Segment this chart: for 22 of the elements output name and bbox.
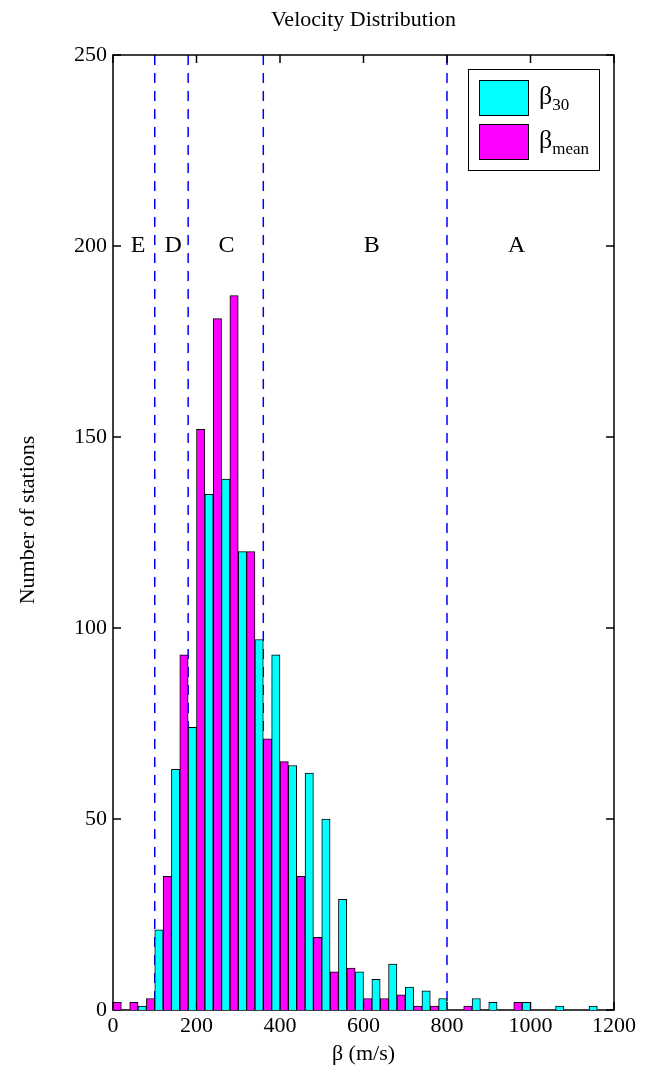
legend-label: β$_{30}$ — [538, 80, 570, 116]
y-tick-label: 200 — [74, 231, 107, 257]
x-tick-label: 200 — [180, 1011, 213, 1037]
x-axis-title: β (m/s) — [330, 1040, 397, 1066]
x-tick-label: 1200 — [592, 1011, 636, 1037]
y-axis-title: Number of stations — [14, 435, 40, 605]
annotation: A — [508, 231, 527, 258]
y-tick-label: 0 — [96, 995, 107, 1021]
chart-title: Velocity Distribution — [269, 6, 458, 32]
annotation: C — [218, 231, 235, 258]
annotation: E — [130, 231, 146, 258]
legend-label: β$_{mean}$ — [538, 124, 589, 160]
y-tick-label: 50 — [85, 804, 107, 830]
y-tick-label: 100 — [74, 613, 107, 639]
annotation: B — [363, 231, 380, 258]
annotation: D — [164, 231, 182, 258]
x-tick-label: 1000 — [508, 1011, 553, 1037]
x-tick-label: 400 — [263, 1011, 297, 1037]
x-tick-label: 800 — [430, 1011, 464, 1037]
y-tick-label: 250 — [74, 40, 107, 66]
x-tick-label: 600 — [347, 1011, 380, 1037]
y-tick-label: 150 — [74, 422, 107, 448]
